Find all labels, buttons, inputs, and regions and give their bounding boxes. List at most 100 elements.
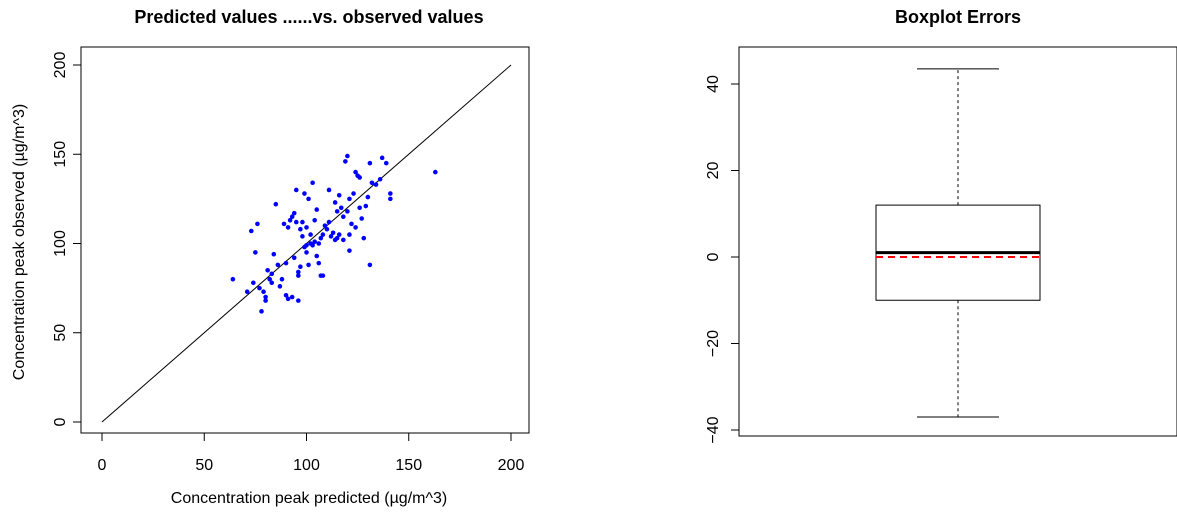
scatter-point [296, 273, 301, 278]
scatter-point [320, 273, 326, 278]
scatter-point [345, 209, 350, 214]
scatter-point [353, 225, 358, 230]
boxplot-y-tick-label: −20 [705, 330, 722, 357]
boxplot-y-tick-label: 40 [705, 75, 722, 93]
scatter-x-tick-label: 50 [195, 457, 213, 474]
scatter-point [296, 269, 301, 275]
scatter-point [359, 216, 365, 221]
scatter-point [347, 196, 352, 202]
scatter-point [357, 175, 362, 180]
scatter-point [373, 182, 379, 187]
scatter-y-axis-title: Concentration peak observed (µg/m^3) [11, 104, 28, 380]
scatter-point [336, 193, 342, 198]
scatter-point [293, 219, 299, 225]
scatter-point [302, 191, 307, 196]
scatter-point [285, 296, 291, 302]
scatter-y-axis: 0 50 100 150 200 [52, 52, 82, 426]
scatter-point [322, 223, 328, 228]
scatter-x-tick-label: 0 [98, 457, 107, 474]
scatter-y-tick-label: 200 [52, 52, 69, 79]
scatter-point [361, 235, 367, 241]
scatter-x-tick-label: 100 [293, 457, 320, 474]
scatter-point [369, 180, 375, 186]
scatter-point [388, 196, 393, 202]
boxplot-y-axis: −40 −20 0 20 40 [705, 75, 740, 444]
scatter-title: Predicted values ......vs. observed valu… [134, 7, 483, 27]
scatter-point [287, 217, 293, 223]
scatter-point [304, 250, 309, 255]
scatter-y-tick-label: 100 [52, 230, 69, 257]
scatter-point [244, 289, 250, 294]
scatter-y-tick-label: 0 [52, 417, 69, 426]
scatter-point [275, 262, 281, 268]
scatter-point [291, 210, 297, 216]
scatter-point [312, 217, 317, 223]
scatter-point [230, 276, 236, 282]
scatter-point [265, 267, 270, 273]
scatter-point [310, 242, 315, 248]
scatter-point [285, 225, 291, 230]
scatter-point [316, 260, 322, 266]
scatter-point [433, 169, 438, 175]
scatter-point [306, 262, 311, 268]
scatter-point [377, 176, 383, 182]
scatter-point [336, 232, 342, 237]
scatter-point [326, 187, 332, 193]
scatter-point [345, 153, 350, 159]
scatter-point [289, 294, 295, 300]
scatter-point [263, 298, 268, 303]
boxplot-y-tick-label: 0 [705, 252, 722, 261]
scatter-point [357, 205, 362, 211]
scatter-point [248, 228, 254, 234]
scatter-point [367, 262, 373, 268]
scatter-x-axis: 0 50 100 150 200 [98, 432, 525, 474]
scatter-points [230, 153, 438, 314]
scatter-panel: Predicted values ......vs. observed valu… [11, 7, 530, 507]
scatter-point [304, 225, 309, 230]
scatter-point [300, 219, 305, 225]
scatter-point [306, 196, 311, 202]
scatter-point [269, 271, 275, 277]
scatter-point [293, 187, 299, 193]
scatter-point [388, 191, 393, 196]
scatter-point [367, 160, 373, 166]
scatter-point [332, 200, 338, 205]
scatter-point [314, 253, 320, 259]
scatter-point [277, 284, 283, 289]
scatter-point [351, 191, 356, 196]
scatter-point [316, 241, 322, 246]
scatter-point [312, 239, 317, 245]
scatter-point [383, 160, 389, 166]
scatter-point [349, 221, 354, 227]
scatter-point [334, 209, 340, 214]
scatter-point [347, 232, 352, 237]
scatter-point [314, 207, 320, 212]
scatter-point [343, 159, 348, 164]
scatter-point [347, 248, 352, 253]
scatter-y-tick-label: 150 [52, 141, 69, 168]
scatter-point [328, 234, 334, 239]
scatter-point [291, 255, 297, 261]
scatter-point [363, 203, 369, 209]
scatter-point [253, 250, 258, 255]
scatter-point [338, 205, 344, 211]
scatter-point [304, 242, 309, 248]
scatter-point [308, 232, 313, 237]
scatter-point [271, 251, 277, 257]
scatter-x-tick-label: 200 [498, 457, 525, 474]
boxplot-y-tick-label: 20 [705, 162, 722, 180]
scatter-point [263, 294, 268, 300]
scatter-point [310, 180, 315, 186]
scatter-point [334, 235, 340, 241]
scatter-x-axis-title: Concentration peak predicted (µg/m^3) [171, 490, 447, 507]
scatter-point [255, 221, 260, 227]
scatter-point [281, 221, 287, 227]
scatter-point [257, 285, 262, 291]
scatter-point [379, 155, 385, 161]
scatter-point [324, 226, 330, 232]
scatter-point [273, 201, 279, 207]
boxplot-panel: Boxplot Errors −40 −20 0 20 40 [705, 7, 1177, 444]
scatter-point [341, 214, 346, 220]
